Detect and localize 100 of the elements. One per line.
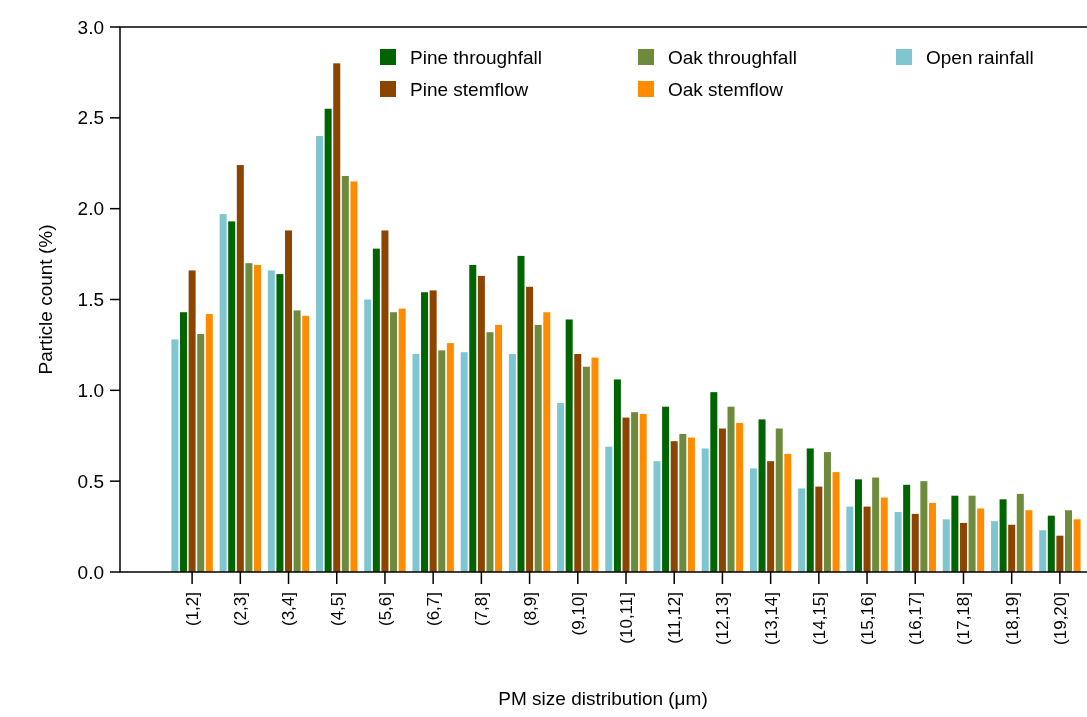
y-tick-label: 1.5 (77, 289, 104, 311)
bar (727, 406, 735, 572)
bar (942, 519, 950, 572)
bar (710, 392, 718, 572)
bar (863, 506, 871, 572)
bar (679, 433, 687, 572)
bar (316, 136, 324, 572)
bar (543, 312, 551, 572)
bar (846, 506, 854, 572)
x-tick-label: (2,3] (231, 592, 251, 627)
bar (285, 230, 293, 572)
bar (574, 354, 582, 572)
bar (565, 319, 573, 572)
bar (1064, 510, 1072, 572)
bar (903, 484, 911, 572)
bar (446, 343, 454, 572)
legend-label: Oak throughfall (668, 46, 797, 68)
bar (477, 275, 485, 572)
bar (333, 63, 341, 572)
bar (495, 324, 503, 572)
bar (701, 448, 709, 572)
bar (438, 350, 446, 572)
x-tick-label: (18,19] (1002, 592, 1022, 645)
bar (775, 428, 783, 572)
bar (180, 312, 188, 572)
bar (968, 495, 976, 572)
bar (412, 354, 420, 572)
bar (670, 441, 678, 572)
bar (228, 221, 236, 572)
bar (920, 481, 928, 572)
bar (880, 497, 888, 572)
y-tick-label: 1.0 (77, 379, 104, 401)
x-tick-label: (3,4] (279, 592, 299, 627)
bar (798, 488, 806, 572)
bar (639, 413, 647, 572)
y-tick-label: 2.0 (77, 198, 104, 220)
x-tick-label: (11,12] (665, 592, 685, 644)
legend-label: Pine throughfall (410, 46, 543, 68)
x-axis-title: PM size distribution (μm) (498, 688, 708, 709)
bar (486, 332, 494, 572)
bar (350, 181, 358, 572)
y-tick-label: 2.5 (77, 107, 104, 129)
bar (469, 264, 477, 572)
bar (662, 406, 670, 572)
bar (254, 264, 262, 572)
x-tick-label: (7,8] (472, 592, 492, 627)
x-tick-label: (13,14] (761, 592, 781, 645)
bar (1039, 530, 1047, 572)
bar (517, 255, 525, 572)
bar (276, 274, 284, 572)
x-tick-label: (1,2] (183, 592, 203, 627)
bar (894, 512, 902, 572)
bar (1025, 510, 1033, 572)
x-tick-label: (10,11] (616, 592, 636, 644)
bar (687, 437, 695, 572)
bar (990, 521, 998, 572)
bar (1073, 519, 1081, 572)
bar (324, 108, 332, 572)
bar (758, 419, 766, 572)
bar (508, 354, 516, 572)
bar (631, 412, 639, 572)
x-tick-label: (4,5] (327, 592, 347, 627)
bar (999, 499, 1007, 572)
x-tick-label: (16,17] (906, 592, 926, 645)
bar (421, 292, 429, 572)
legend-label: Open rainfall (926, 46, 1034, 68)
bar (582, 366, 590, 572)
bar (372, 248, 380, 572)
bar (219, 214, 227, 572)
bar (823, 452, 831, 572)
bar (171, 339, 179, 572)
bar (197, 334, 205, 572)
bar (977, 508, 985, 572)
bar (767, 461, 775, 572)
bar (398, 308, 406, 572)
x-tick-label: (17,18] (954, 592, 974, 645)
y-tick-label: 3.0 (77, 16, 104, 38)
bar (557, 403, 565, 572)
bar (1047, 515, 1055, 572)
bar (653, 461, 661, 572)
bar (293, 310, 301, 572)
bar (622, 417, 630, 572)
legend-label: Pine stemflow (410, 78, 529, 100)
bar (911, 513, 919, 572)
bar (534, 324, 542, 572)
bar (381, 230, 389, 572)
bar (959, 522, 967, 572)
y-tick-label: 0.5 (77, 470, 104, 492)
bar (341, 175, 349, 572)
bar (928, 502, 936, 572)
legend-label: Oak stemflow (668, 78, 784, 100)
bar (526, 286, 534, 572)
bar (390, 312, 398, 572)
x-tick-label: (15,16] (858, 592, 877, 645)
bar (854, 479, 862, 572)
x-tick-label: (14,15] (809, 592, 829, 645)
y-tick-label: 0.0 (77, 561, 104, 583)
bar (951, 495, 959, 572)
x-tick-label: (19,20] (1050, 592, 1070, 645)
bar (188, 270, 196, 572)
